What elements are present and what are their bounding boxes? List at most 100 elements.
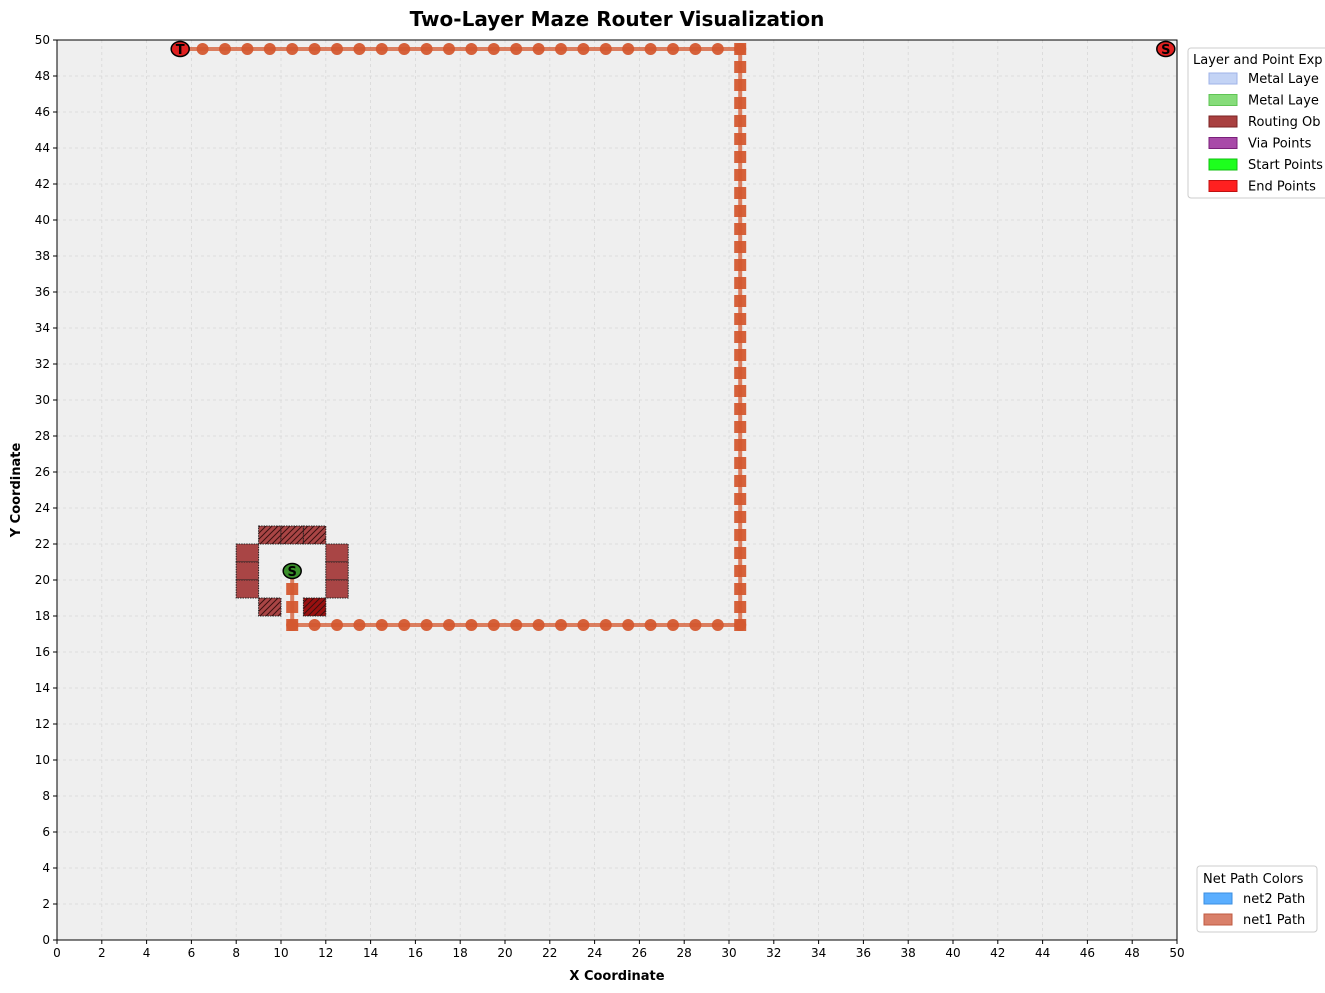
- path-marker-square: [734, 403, 747, 415]
- y-tick-label: 40: [35, 213, 50, 227]
- path-marker-circle: [711, 43, 724, 55]
- x-tick-label: 8: [232, 946, 240, 960]
- x-tick-label: 4: [143, 946, 151, 960]
- path-marker-circle: [577, 43, 590, 55]
- path-marker-circle: [577, 619, 590, 631]
- obstacles: [235, 525, 349, 617]
- path-marker-circle: [689, 43, 702, 55]
- y-tick-label: 20: [35, 573, 50, 587]
- path-marker-circle: [487, 43, 500, 55]
- path-marker-square: [734, 313, 747, 325]
- path-marker-circle: [308, 619, 321, 631]
- x-tick-label: 16: [408, 946, 423, 960]
- obstacle-hatch: [258, 598, 281, 616]
- path-marker-square: [734, 565, 747, 577]
- path-marker-circle: [644, 619, 657, 631]
- path-marker-square: [734, 259, 747, 271]
- y-tick-label: 22: [35, 537, 50, 551]
- x-tick-label: 28: [677, 946, 692, 960]
- path-marker-square: [286, 601, 299, 613]
- path-marker-circle: [443, 43, 455, 55]
- path-marker-circle: [420, 619, 433, 631]
- x-tick-label: 34: [811, 946, 826, 960]
- x-tick-label: 14: [363, 946, 378, 960]
- path-marker-circle: [555, 43, 567, 55]
- path-marker-square: [734, 277, 747, 289]
- y-tick-label: 14: [35, 681, 50, 695]
- path-marker-circle: [510, 619, 523, 631]
- pin-marker: [170, 40, 190, 58]
- y-tick-label: 34: [35, 321, 50, 335]
- legend-swatch: [1208, 137, 1238, 149]
- x-tick-label: 40: [945, 946, 960, 960]
- path-marker-square: [734, 511, 747, 523]
- pin-label: T: [176, 43, 185, 58]
- legend-layers: Layer and Point Exp Metal Laye Metal Laye R…: [1187, 47, 1325, 199]
- path-marker-square: [734, 619, 747, 631]
- y-tick-label: 8: [42, 789, 50, 803]
- path-marker-square: [734, 151, 747, 163]
- path-marker-circle: [599, 619, 612, 631]
- pin-label: S: [1161, 43, 1170, 58]
- path-marker-square: [734, 601, 747, 613]
- y-tick-label: 10: [35, 753, 50, 767]
- obstacle-cell: [325, 561, 349, 581]
- x-tick-label: 26: [632, 946, 647, 960]
- path-marker-circle: [734, 43, 747, 55]
- path-marker-circle: [555, 619, 567, 631]
- obstacle-cell: [235, 561, 260, 581]
- y-tick-label: 44: [35, 141, 50, 155]
- x-axis-label: X Coordinate: [569, 969, 664, 984]
- path-marker-square: [734, 79, 747, 91]
- x-tick-label: 48: [1125, 946, 1140, 960]
- path-marker-circle: [622, 619, 635, 631]
- y-tick-label: 6: [42, 825, 50, 839]
- legend-title: Layer and Point Exp: [1193, 53, 1323, 68]
- markers: [174, 43, 747, 631]
- x-tick-label: 32: [766, 946, 781, 960]
- legend-swatch: [1203, 892, 1233, 905]
- plot-frame: [56, 39, 1178, 941]
- x-tick-label: 36: [856, 946, 871, 960]
- path-marker-circle: [398, 619, 411, 631]
- pin-marker: [282, 562, 302, 580]
- path-marker-square: [734, 115, 747, 127]
- legend-swatch: [1208, 158, 1238, 171]
- path-marker-square: [734, 439, 747, 451]
- path-marker-square: [734, 223, 747, 235]
- path-marker-square: [734, 331, 747, 343]
- path-marker-circle: [286, 43, 299, 55]
- path-marker-square: [734, 61, 747, 73]
- path-marker-circle: [331, 619, 343, 631]
- y-tick-label: 24: [35, 501, 50, 515]
- x-tick-label: 2: [98, 946, 106, 960]
- path-marker-circle: [353, 43, 366, 55]
- path-marker-circle: [443, 619, 455, 631]
- path-marker-square: [734, 205, 747, 217]
- path-marker-circle: [689, 619, 702, 631]
- y-tick-label: 50: [35, 33, 50, 47]
- path-marker-square: [734, 187, 747, 199]
- x-tick-label: 44: [1035, 946, 1050, 960]
- pin-marker: [1156, 40, 1176, 58]
- path-marker-square: [734, 169, 747, 181]
- path-marker-circle: [667, 619, 679, 631]
- legend-label: Metal Laye: [1248, 94, 1319, 109]
- obstacle-hatch: [281, 526, 304, 544]
- path-marker-square: [734, 457, 747, 469]
- y-tick-label: 18: [35, 609, 50, 623]
- x-tick-label: 50: [1169, 946, 1184, 960]
- x-tick-label: 18: [453, 946, 468, 960]
- path-marker-square: [734, 547, 747, 559]
- path-marker-square: [734, 133, 747, 145]
- legend-label: net2 Path: [1243, 892, 1305, 907]
- path-marker-circle: [196, 43, 209, 55]
- y-tick-label: 30: [35, 393, 50, 407]
- x-tick-label: 20: [497, 946, 512, 960]
- x-tick-label: 38: [901, 946, 916, 960]
- x-axis: 0 2 4 6 8 10 12 14 16 18 20 22 24 26 28 30 32 34 36 38 40 42 4…: [53, 940, 1185, 960]
- legend-label: Routing Ob: [1248, 115, 1320, 130]
- path-marker-square: [734, 385, 747, 397]
- path-marker-circle: [599, 43, 612, 55]
